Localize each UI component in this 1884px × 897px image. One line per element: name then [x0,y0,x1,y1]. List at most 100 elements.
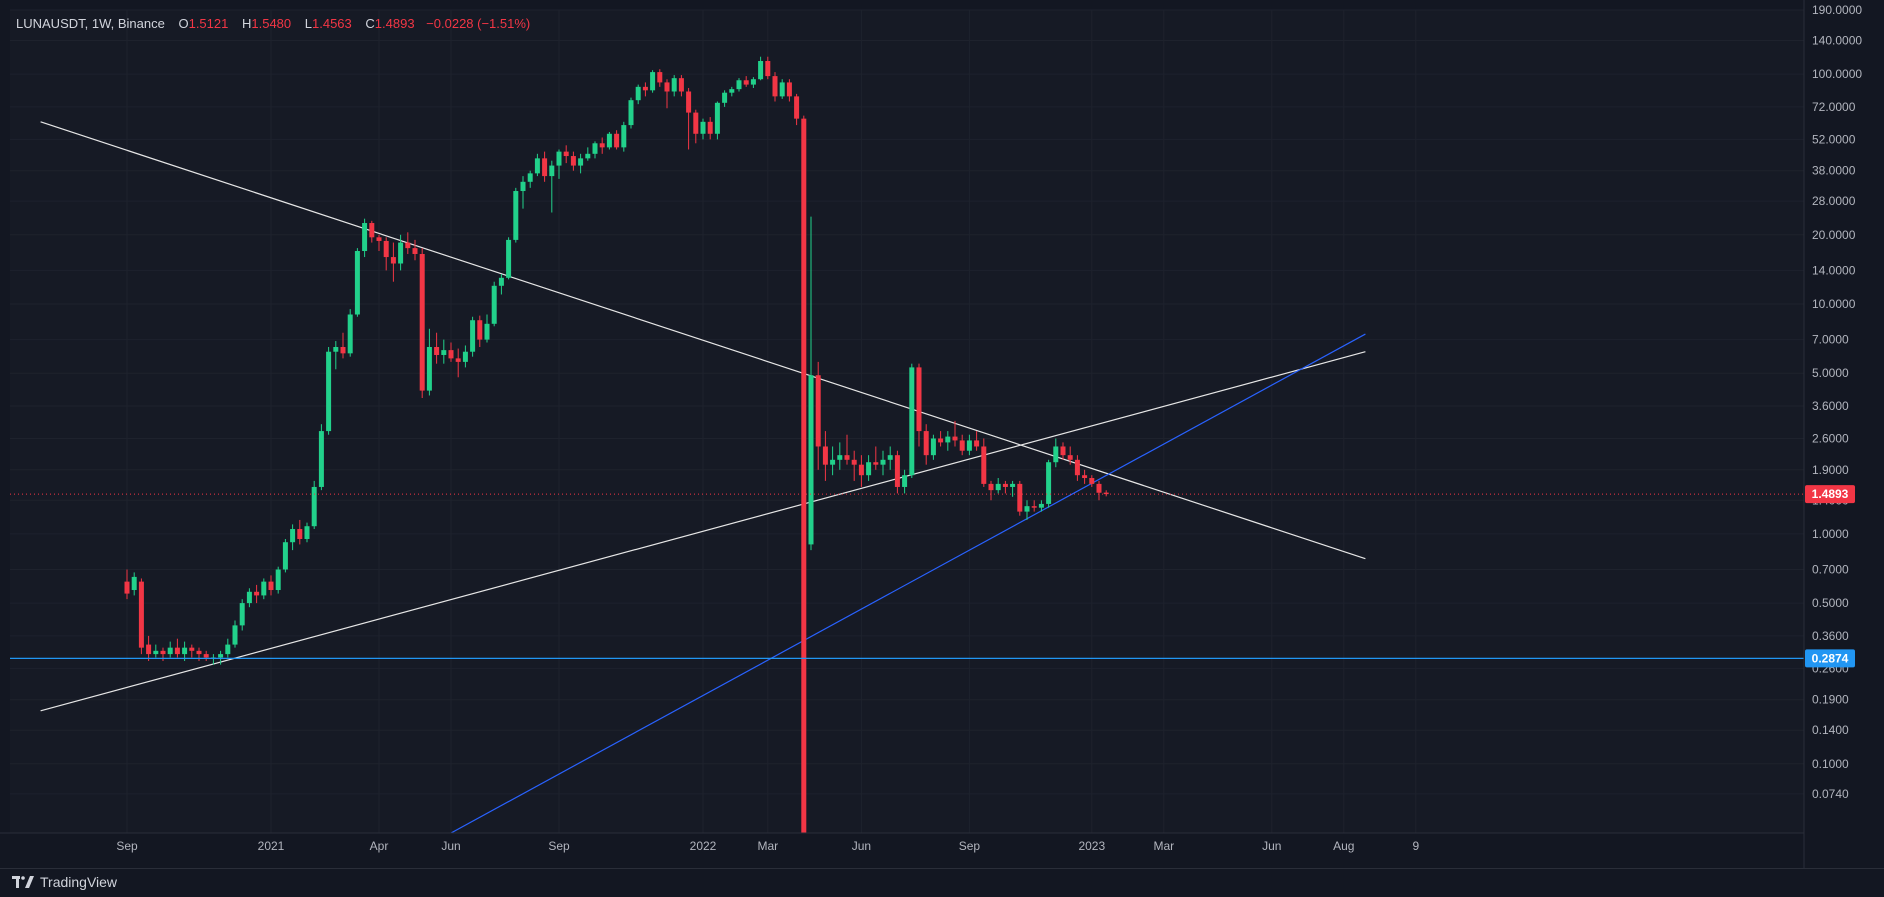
blue-ascending-trendline[interactable] [450,333,1366,833]
candle[interactable] [621,121,627,152]
candle[interactable] [635,84,641,105]
candle[interactable] [743,76,749,87]
candle[interactable] [1024,500,1030,520]
price-axis[interactable]: 190.0000 140.0000 100.0000 72.0000 52.0000 38… [1812,3,1862,801]
candle[interactable] [930,434,936,460]
candle[interactable] [462,345,468,368]
candle[interactable] [282,539,288,573]
candle[interactable] [837,442,843,470]
candle[interactable] [1010,480,1016,497]
candle[interactable] [491,281,497,327]
candle[interactable] [304,522,310,543]
candle[interactable] [952,420,958,447]
candle[interactable] [858,455,864,487]
candle[interactable] [966,434,972,456]
candle[interactable] [246,588,252,608]
candle[interactable] [290,524,296,551]
candle[interactable] [887,446,893,470]
candle[interactable] [909,363,915,479]
candle[interactable] [563,145,569,164]
candle[interactable] [1038,500,1044,512]
candle[interactable] [318,424,324,491]
candle[interactable] [758,56,764,81]
candle[interactable] [124,569,130,600]
candle[interactable] [614,130,620,150]
candle[interactable] [959,434,965,456]
candle[interactable] [383,237,389,271]
candle[interactable] [786,79,792,102]
candle[interactable] [599,137,605,154]
candle[interactable] [477,315,483,347]
candle[interactable] [1031,500,1037,512]
candle[interactable] [693,109,699,144]
candle[interactable] [866,455,872,481]
candle[interactable] [916,363,922,447]
candle[interactable] [873,446,879,470]
candle[interactable] [167,641,173,658]
candle[interactable] [714,101,720,140]
white-descending-trendline[interactable] [40,121,1366,560]
candle[interactable] [671,75,677,97]
candle[interactable] [830,446,836,476]
candle[interactable] [484,314,490,343]
candle[interactable] [232,620,238,648]
candle[interactable] [340,332,346,359]
candle[interactable] [722,90,728,107]
candle[interactable] [794,93,800,126]
candle[interactable] [153,644,159,658]
candle[interactable] [347,309,353,357]
time-axis[interactable]: Sep 2021 Apr Jun Sep 2022 Mar Jun Sep 2023 Mar Jun A… [116,839,1419,853]
candle[interactable] [354,248,360,317]
candle[interactable] [779,79,785,99]
candle[interactable] [1074,455,1080,481]
candle[interactable] [657,69,663,87]
candle[interactable] [254,584,260,604]
candle[interactable] [412,239,418,261]
candle[interactable] [1060,442,1066,460]
candle[interactable] [894,450,900,494]
candle[interactable] [369,220,375,243]
candle[interactable] [974,431,980,451]
candle[interactable] [434,332,440,364]
candle[interactable] [650,70,656,93]
candle[interactable] [1046,459,1052,508]
candle[interactable] [1017,480,1023,516]
candle[interactable] [534,153,540,177]
candle[interactable] [311,480,317,530]
candle[interactable] [1067,446,1073,465]
candle[interactable] [606,131,612,150]
horizontal-lines[interactable] [10,493,1804,659]
candle[interactable] [182,641,188,661]
candle[interactable] [174,638,180,658]
candle[interactable] [520,176,526,209]
candle[interactable] [1103,490,1109,497]
candle[interactable] [578,153,584,174]
candle[interactable] [218,650,224,665]
candle[interactable] [945,431,951,451]
candle[interactable] [585,147,591,161]
candle[interactable] [750,77,756,88]
candle[interactable] [981,438,987,487]
candle[interactable] [275,566,281,594]
candle[interactable] [1002,480,1008,494]
trend-lines[interactable] [40,121,1366,833]
candle[interactable] [1082,469,1088,484]
candle[interactable] [455,348,461,378]
candle[interactable] [642,82,648,97]
candle[interactable] [664,79,670,109]
candle[interactable] [498,274,504,295]
candle[interactable] [513,187,519,243]
candle[interactable] [527,170,533,188]
candle[interactable] [506,237,512,280]
candle[interactable] [880,450,886,476]
candle[interactable] [261,578,267,600]
candle[interactable] [426,328,432,396]
candle[interactable] [902,469,908,494]
candle[interactable] [801,115,807,834]
candle[interactable] [448,342,454,362]
candle[interactable] [1096,480,1102,501]
candle[interactable] [938,431,944,447]
candle[interactable] [686,87,692,150]
candle[interactable] [822,431,828,481]
